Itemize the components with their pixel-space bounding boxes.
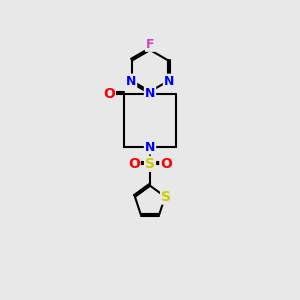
Text: O: O bbox=[160, 157, 172, 171]
Text: F: F bbox=[146, 38, 154, 51]
Text: O: O bbox=[128, 157, 140, 171]
Text: S: S bbox=[145, 157, 155, 171]
Text: S: S bbox=[161, 190, 171, 204]
Text: O: O bbox=[103, 86, 115, 100]
Text: N: N bbox=[145, 140, 155, 154]
Text: N: N bbox=[126, 75, 136, 88]
Text: N: N bbox=[164, 75, 174, 88]
Text: N: N bbox=[145, 87, 155, 100]
